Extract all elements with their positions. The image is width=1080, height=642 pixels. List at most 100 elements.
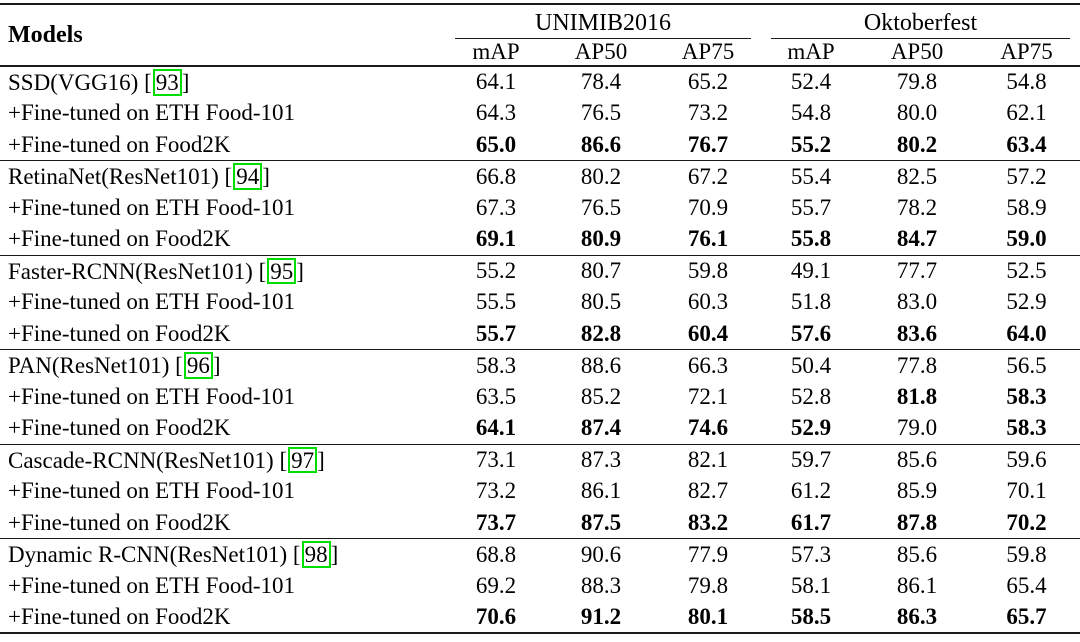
metric-value-cell: 59.8	[655, 254, 762, 287]
table-row: Dynamic R-CNN(ResNet101) [98] 68.8 90.6 77.…	[0, 538, 1080, 570]
metric-value-cell: 80.2	[547, 160, 655, 192]
citation-link[interactable]: 94	[233, 163, 263, 190]
table-row: PAN(ResNet101) [96] 58.3 88.6 66.3 50.4 77.8 5…	[0, 349, 1080, 381]
metric-value-cell: 64.0	[1006, 320, 1047, 346]
metric-value-cell: 91.2	[580, 603, 622, 629]
model-label: +Fine-tuned on Food2K	[8, 509, 231, 535]
metric-value-cell: 79.8	[896, 69, 938, 95]
metric-value-cell: 83.2	[687, 509, 729, 535]
metric-value-cell: 86.1	[580, 478, 622, 504]
table-row: SSD(VGG16) [93] 64.1 78.4 65.2 52.4 79.8 54.8	[0, 66, 1080, 98]
metric-value-cell: 51.8	[790, 289, 832, 315]
metric-value-cell: 55.2	[790, 131, 832, 157]
model-name-cell: +Fine-tuned on ETH Food-101	[0, 98, 445, 130]
metric-value-cell: 77.7	[861, 254, 974, 287]
metric-value-cell: 59.6	[973, 443, 1080, 476]
citation-link[interactable]: 96	[183, 352, 213, 379]
metric-value-cell: 87.5	[580, 509, 622, 535]
model-label: +Fine-tuned on ETH Food-101	[8, 572, 296, 598]
metric-value-cell: 52.4	[790, 69, 832, 95]
metric-value-cell: 80.1	[687, 603, 729, 629]
metric-column-header: AP75	[681, 39, 735, 64]
metric-value-cell: 52.5	[973, 254, 1080, 287]
citation-link[interactable]: 95	[267, 257, 297, 285]
table-row: Faster-RCNN(ResNet101) [95] 55.2 80.7 59.8 4…	[0, 254, 1080, 287]
metric-column-header: AP50	[574, 39, 628, 64]
metric-value-cell: 65.4	[1006, 572, 1047, 598]
model-label: SSD(VGG16) [	[8, 69, 152, 95]
group-header-row: Models UNIMIB2016 Oktoberfest	[0, 4, 1080, 48]
metric-value-cell: 73.1	[445, 443, 547, 476]
metric-value-cell: 80.9	[580, 226, 622, 251]
metric-value-cell: 63.4	[1006, 131, 1047, 157]
model-label: +Fine-tuned on ETH Food-101	[8, 289, 296, 315]
model-label: +Fine-tuned on ETH Food-101	[8, 194, 296, 220]
metric-value-cell: 82.1	[655, 443, 762, 476]
citation-link[interactable]: 98	[301, 541, 331, 568]
metric-value-cell: 73.2	[475, 478, 517, 504]
model-name-cell: +Fine-tuned on Food2K	[0, 318, 445, 350]
models-column-header: Models	[8, 21, 83, 48]
model-name-cell: +Fine-tuned on ETH Food-101	[0, 570, 445, 602]
metric-value-cell: 58.5	[790, 603, 832, 629]
metric-value-cell: 86.6	[580, 131, 622, 157]
metric-value-cell: 55.8	[790, 226, 832, 251]
metric-value-cell: 70.6	[475, 603, 517, 629]
metric-value-cell: 80.2	[896, 131, 938, 157]
metric-value-cell: 60.3	[687, 289, 729, 315]
metric-value-cell: 54.8	[1006, 69, 1047, 95]
table-row: +Fine-tuned on ETH Food-101 64.3 76.5 73.2 5…	[0, 98, 1080, 130]
metric-value-cell: 78.2	[896, 194, 938, 220]
table-row: +Fine-tuned on Food2K 65.0 86.6 76.7 55.2 80.…	[0, 129, 1080, 161]
model-name-cell: +Fine-tuned on Food2K	[0, 413, 445, 445]
model-label: +Fine-tuned on ETH Food-101	[8, 100, 296, 126]
table-row: +Fine-tuned on Food2K 73.7 87.5 83.2 61.7 87.…	[0, 507, 1080, 539]
metric-value-cell: 82.5	[861, 160, 974, 192]
metric-value-cell: 54.8	[790, 100, 832, 126]
metric-value-cell: 52.9	[1006, 289, 1047, 315]
metric-value-cell: 69.1	[475, 226, 517, 251]
metric-value-cell: 72.1	[687, 383, 729, 409]
model-name-cell: Dynamic R-CNN(ResNet101) [98]	[0, 538, 445, 570]
metric-value-cell: 87.3	[547, 443, 655, 476]
metric-value-cell: 57.3	[761, 538, 862, 570]
metric-value-cell: 85.9	[896, 478, 938, 504]
metric-value-cell: 86.1	[896, 572, 938, 598]
citation-link[interactable]: 93	[152, 68, 182, 96]
metric-value-cell: 52.8	[790, 383, 832, 409]
metric-value-cell: 79.0	[896, 415, 938, 440]
metric-value-cell: 55.4	[761, 160, 862, 192]
model-label: +Fine-tuned on Food2K	[8, 603, 231, 629]
metric-value-cell: 59.7	[761, 443, 862, 476]
metric-value-cell: 73.2	[687, 100, 729, 126]
metric-value-cell: 58.3	[1006, 383, 1047, 409]
metric-value-cell: 52.9	[790, 415, 832, 440]
metric-value-cell: 84.7	[896, 226, 938, 251]
model-label: Dynamic R-CNN(ResNet101) [	[8, 542, 301, 567]
metric-value-cell: 58.9	[1006, 194, 1047, 220]
citation-close-bracket: ]	[181, 69, 190, 95]
citation-close-bracket: ]	[262, 164, 270, 189]
metric-value-cell: 58.1	[790, 572, 832, 598]
citation-link[interactable]: 97	[288, 446, 318, 474]
metric-value-cell: 80.0	[896, 100, 938, 126]
metric-value-cell: 76.5	[580, 100, 622, 126]
table-row: +Fine-tuned on ETH Food-101 63.5 85.2 72.1 5…	[0, 381, 1080, 413]
metric-value-cell: 81.8	[896, 383, 938, 409]
metric-value-cell: 58.3	[1006, 415, 1047, 440]
metric-value-cell: 69.2	[475, 572, 517, 598]
table-row: +Fine-tuned on ETH Food-101 55.5 80.5 60.3 5…	[0, 287, 1080, 319]
metric-value-cell: 49.1	[761, 254, 862, 287]
model-name-cell: +Fine-tuned on Food2K	[0, 224, 445, 256]
metric-value-cell: 86.3	[896, 603, 938, 629]
metric-value-cell: 56.5	[973, 349, 1080, 381]
metric-value-cell: 87.8	[896, 509, 938, 535]
metric-value-cell: 58.3	[445, 349, 547, 381]
table-row: +Fine-tuned on Food2K 55.7 82.8 60.4 57.6 83.…	[0, 318, 1080, 350]
metric-value-cell: 83.6	[896, 320, 938, 346]
metric-value-cell: 80.5	[580, 289, 622, 315]
metric-value-cell: 90.6	[547, 538, 655, 570]
table-row: +Fine-tuned on ETH Food-101 73.2 86.1 82.7 6…	[0, 476, 1080, 508]
table-header: Models UNIMIB2016 Oktoberfest mAP AP50 AP7…	[0, 4, 1080, 66]
model-label: RetinaNet(ResNet101) [	[8, 164, 233, 189]
